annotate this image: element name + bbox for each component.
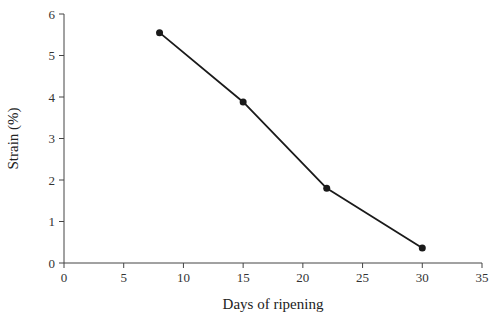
point: [323, 185, 330, 192]
y-tick: [59, 97, 64, 98]
x-tick: [422, 263, 423, 268]
x-tick: [123, 263, 124, 268]
y-tick-label: 0: [49, 256, 56, 271]
x-tick: [482, 263, 483, 268]
point: [240, 98, 247, 105]
y-tick-label: 3: [49, 131, 56, 146]
x-tick-label: 15: [237, 270, 250, 285]
chart: 0 5 10 15 20 25 30 35 0 1 2 3 4 5 6 Days of ripening Str…: [0, 0, 500, 321]
x-tick-label: 10: [177, 270, 190, 285]
x-tick-label: 30: [416, 270, 429, 285]
x-tick-label: 5: [120, 270, 127, 285]
y-axis-label: Strain (%): [5, 107, 22, 169]
point: [419, 245, 426, 252]
y-tick: [59, 14, 64, 15]
y-tick: [59, 138, 64, 139]
y-tick: [59, 180, 64, 181]
y-tick-label: 5: [49, 48, 56, 63]
y-tick: [59, 55, 64, 56]
y-tick-label: 1: [49, 214, 56, 229]
y-tick-label: 6: [49, 7, 56, 22]
x-tick: [302, 263, 303, 268]
x-tick-label: 0: [61, 270, 68, 285]
line: [160, 33, 423, 248]
x-axis-label: Days of ripening: [223, 296, 324, 312]
y-tick: [59, 263, 64, 264]
x-tick: [183, 263, 184, 268]
x-tick: [64, 263, 65, 268]
chart-container: 0 5 10 15 20 25 30 35 0 1 2 3 4 5 6 Days of ripening Str…: [0, 0, 500, 321]
x-tick-label: 20: [296, 270, 309, 285]
x-tick-label: 35: [476, 270, 489, 285]
y-tick-label: 2: [49, 173, 56, 188]
x-tick: [362, 263, 363, 268]
y-tick: [59, 221, 64, 222]
plot-area: [156, 29, 426, 251]
point: [156, 29, 163, 36]
y-tick-label: 4: [49, 90, 56, 105]
x-tick: [243, 263, 244, 268]
x-axis-line: [64, 263, 482, 264]
x-tick-label: 25: [356, 270, 369, 285]
